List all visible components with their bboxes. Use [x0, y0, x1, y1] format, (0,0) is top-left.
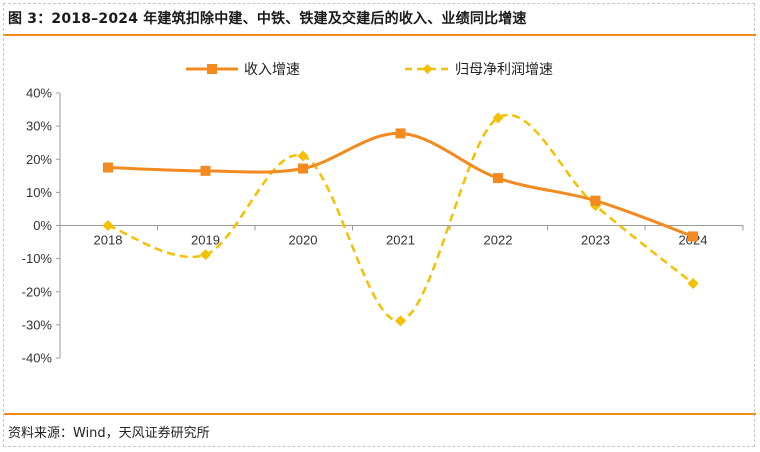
figure-frame — [3, 3, 755, 447]
y-tick-label: 10% — [26, 185, 52, 200]
legend-label-profit: 归母净利润增速 — [455, 61, 553, 78]
data-point-revenue — [103, 162, 113, 173]
y-tick-label: 40% — [26, 86, 52, 101]
series-line-profit — [107, 113, 694, 323]
data-point-revenue — [395, 128, 406, 139]
title-divider — [4, 34, 756, 36]
data-point-profit — [687, 277, 699, 289]
y-tick-label: 20% — [26, 152, 52, 167]
data-point-profit — [200, 249, 211, 261]
source-note: 资料来源：Wind，天风证券研究所 — [8, 426, 210, 441]
x-tick-label: 2020 — [289, 233, 318, 248]
y-tick-label: 30% — [26, 119, 52, 134]
data-point-revenue — [298, 163, 308, 174]
y-tick-label: 0% — [33, 218, 52, 233]
y-tick-label: -10% — [22, 251, 53, 266]
y-tick-label: -30% — [22, 317, 53, 332]
x-axis: 2018201920202021202220232024 — [59, 225, 744, 248]
data-point-profit — [492, 112, 504, 124]
data-point-revenue — [493, 173, 503, 184]
x-tick-label: 2022 — [484, 233, 513, 248]
legend-marker-revenue — [207, 64, 217, 74]
series-line-revenue — [107, 131, 694, 238]
x-tick-label: 2021 — [386, 233, 415, 248]
legend-item-revenue: 收入增速 — [186, 62, 300, 78]
legend-marker-profit — [422, 64, 433, 74]
y-tick-label: -20% — [22, 284, 53, 299]
series-profit — [102, 112, 699, 327]
data-point-profit — [102, 220, 114, 231]
footer-divider — [4, 413, 756, 415]
figure-title: 图 3：2018–2024 年建筑扣除中建、中铁、铁建及交建后的收入、业绩同比增… — [8, 11, 527, 27]
data-point-revenue — [688, 231, 698, 242]
data-point-revenue — [200, 165, 211, 176]
legend: 收入增速 归母净利润增速 — [186, 61, 553, 78]
data-point-profit — [395, 315, 406, 327]
y-tick-label: -40% — [22, 351, 53, 366]
series-revenue — [103, 128, 698, 242]
x-tick-label: 2018 — [94, 233, 123, 248]
series-layer — [102, 112, 699, 327]
y-axis: 40% 30% 20% 10% 0% -10% -20% -30% -40% — [22, 86, 61, 366]
x-tick-label: 2019 — [191, 233, 220, 248]
legend-label-revenue: 收入增速 — [244, 62, 300, 78]
x-tick-label: 2023 — [581, 233, 610, 248]
data-point-revenue — [590, 195, 601, 206]
data-point-profit — [297, 150, 309, 162]
legend-item-profit: 归母净利润增速 — [405, 61, 553, 78]
